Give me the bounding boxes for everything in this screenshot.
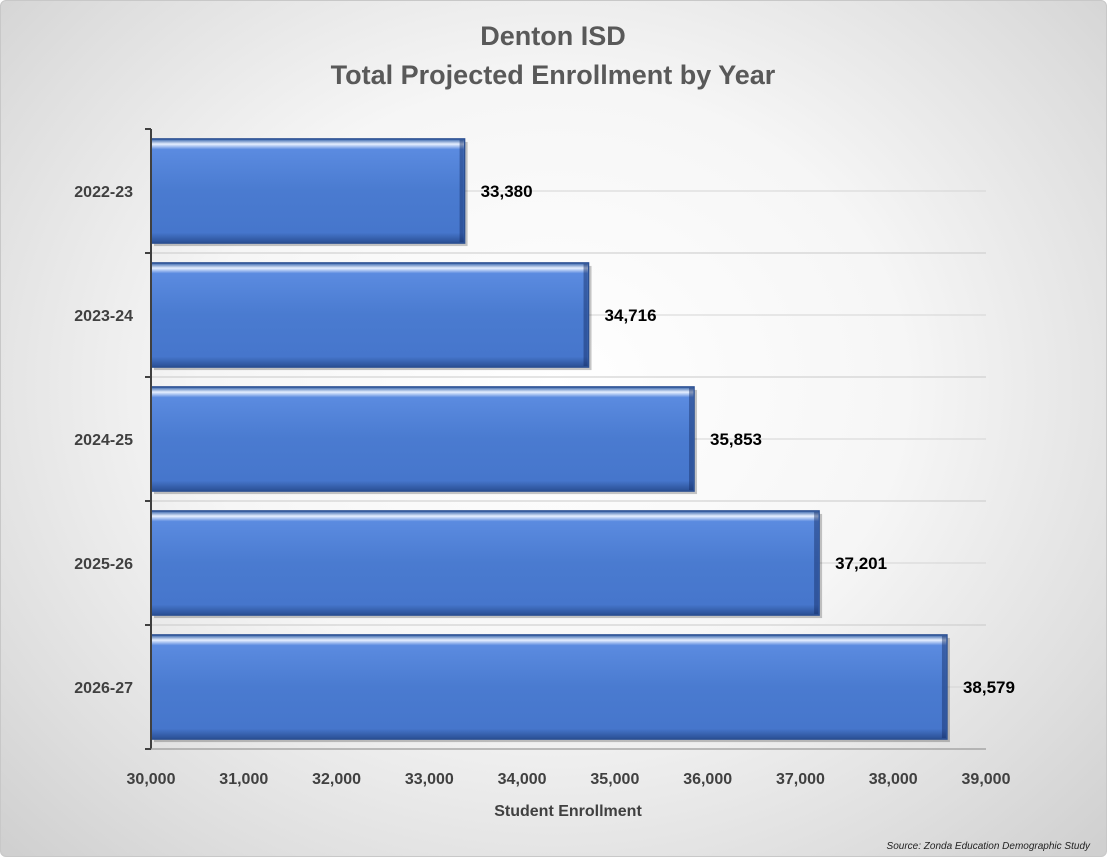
x-tick-label: 34,000: [498, 771, 547, 788]
x-tick-label: 30,000: [127, 771, 176, 788]
x-tick-label: 36,000: [683, 771, 732, 788]
bar-bevel: [459, 139, 464, 243]
data-label: 34,716: [605, 306, 657, 325]
labels: 2022-23 33,380 2023-24 34,716 2024-25 35,853 2…: [74, 182, 1015, 788]
data-label: 35,853: [710, 430, 762, 449]
x-tick-label: 33,000: [405, 771, 454, 788]
chart-title: Denton ISD: [480, 21, 626, 51]
x-tick-label: 32,000: [312, 771, 361, 788]
x-tick-label: 35,000: [590, 771, 639, 788]
bar: [150, 138, 466, 244]
x-axis-title: Student Enrollment: [494, 803, 642, 820]
bar-bevel: [941, 635, 946, 739]
bar-bevel: [689, 387, 694, 491]
data-label: 37,201: [835, 554, 887, 573]
bar-2022-23: [150, 138, 468, 247]
bar-bevel: [583, 263, 588, 367]
bar: [150, 386, 695, 492]
bar: [150, 262, 590, 368]
bar: [150, 510, 820, 616]
y-tick-label: 2026-27: [74, 680, 133, 697]
y-tick-label: 2022-23: [74, 184, 133, 201]
bar-2023-24: [150, 262, 592, 371]
bar-2025-26: [150, 510, 823, 619]
bars: [150, 138, 950, 743]
axes: [145, 128, 986, 750]
data-label: 38,579: [963, 678, 1015, 697]
x-tick-label: 31,000: [219, 771, 268, 788]
bar: [150, 634, 948, 740]
source-note: Source: Zonda Education Demographic Stud…: [887, 841, 1091, 852]
y-tick-label: 2024-25: [74, 432, 133, 449]
y-tick-label: 2023-24: [74, 308, 133, 325]
bar-2026-27: [150, 634, 950, 743]
bar-2024-25: [150, 386, 698, 495]
x-tick-label: 39,000: [962, 771, 1011, 788]
x-tick-label: 37,000: [776, 771, 825, 788]
chart-subtitle: Total Projected Enrollment by Year: [331, 60, 776, 90]
x-tick-label: 38,000: [869, 771, 918, 788]
data-label: 33,380: [481, 182, 533, 201]
y-tick-label: 2025-26: [74, 556, 133, 573]
bar-bevel: [814, 511, 819, 615]
